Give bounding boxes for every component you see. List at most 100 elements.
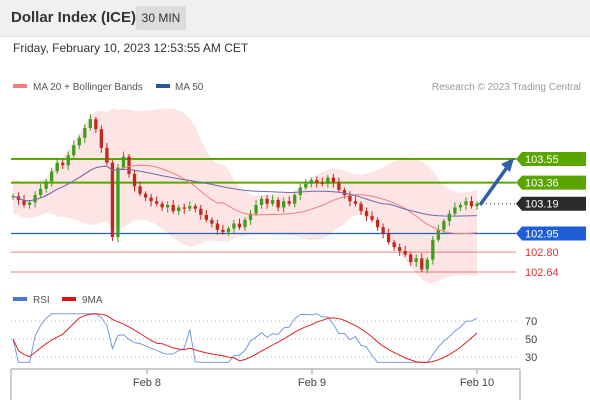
candle-body <box>72 145 76 156</box>
candle-body <box>304 183 308 188</box>
candle-body <box>475 203 479 207</box>
chart-header: Dollar Index (ICE) 30 MIN <box>0 0 590 37</box>
candle-body <box>237 223 242 228</box>
candle-body <box>166 204 170 208</box>
ma50-legend-swatch <box>156 84 170 88</box>
candle-body <box>436 229 440 240</box>
candle-body <box>143 193 148 198</box>
rsi-ma-line <box>12 313 478 363</box>
rsi-legend-swatch <box>13 297 27 301</box>
candle-body <box>110 162 115 238</box>
candle-body <box>132 173 137 187</box>
candle-body <box>431 239 435 260</box>
rsi-tick-label: 50 <box>525 334 537 346</box>
candle-body <box>381 227 385 234</box>
candle-body <box>160 203 164 208</box>
candle-body <box>154 201 159 204</box>
candle-body <box>138 186 142 194</box>
price-tag <box>516 226 586 241</box>
instrument-title: Dollar Index (ICE) <box>11 9 137 26</box>
candle-body <box>50 171 54 182</box>
candle-body <box>359 203 363 212</box>
price-plot: 103.55 103.36 103.19 102.95 102.80 102.64 <box>11 108 586 284</box>
candle-body <box>420 258 424 270</box>
x-axis: Feb 8 Feb 9 Feb 10 <box>133 369 494 389</box>
price-tag-label: 102.95 <box>525 229 559 241</box>
ma20-legend-label: MA 20 + Bollinger Bands <box>33 82 143 93</box>
candle-body <box>55 162 59 172</box>
candle-body <box>375 219 380 228</box>
candle-body <box>226 228 231 233</box>
candle-body <box>331 177 336 183</box>
candle-body <box>33 195 37 203</box>
candle-body <box>199 208 203 215</box>
candle-body <box>453 207 457 214</box>
candle-body <box>320 182 324 184</box>
rsi-ma-legend-swatch <box>62 297 76 301</box>
rsi-legend-label: RSI <box>33 295 50 306</box>
candle-body <box>232 223 236 229</box>
candle-body <box>149 197 153 202</box>
candle-body <box>464 201 468 205</box>
price-level-label: 102.80 <box>525 247 559 259</box>
candle-body <box>127 156 131 174</box>
candle-body <box>370 216 374 220</box>
candle-body <box>315 180 319 183</box>
candle-body <box>88 119 92 128</box>
candle-body <box>265 198 269 204</box>
candle-body <box>121 156 126 168</box>
candle-body <box>425 259 429 270</box>
x-axis-tick-label: Feb 9 <box>298 377 326 389</box>
candle-body <box>282 201 286 208</box>
rsi-tick-label: 30 <box>525 352 537 364</box>
candle-body <box>94 119 98 130</box>
candle-body <box>254 204 258 214</box>
ma20-legend-swatch <box>13 84 27 88</box>
candle-body <box>38 188 43 196</box>
projection-arrow-head <box>501 158 514 172</box>
candle-body <box>99 129 104 148</box>
candle-body <box>364 211 369 217</box>
candle-body <box>293 195 297 204</box>
candle-body <box>66 155 70 166</box>
candle-body <box>442 221 446 230</box>
x-axis-tick-label: Feb 8 <box>133 377 161 389</box>
bollinger-band <box>13 108 477 284</box>
timestamp: Friday, February 10, 2023 12:53:55 AM CE… <box>13 41 249 55</box>
candle-body <box>177 207 181 212</box>
candle-body <box>298 187 302 196</box>
rsi-ma-legend-label: 9MA <box>82 295 103 306</box>
candle-body <box>243 219 247 228</box>
candle-body <box>221 229 225 233</box>
price-tag <box>516 196 586 211</box>
credit-text: Research © 2023 Trading Central <box>432 82 581 93</box>
ma50-legend-label: MA 50 <box>175 82 204 93</box>
candle-body <box>171 204 175 212</box>
candle-body <box>353 201 358 204</box>
candle-body <box>188 206 192 209</box>
candle-body <box>116 167 120 238</box>
candle-body <box>398 247 402 251</box>
candle-body <box>259 198 264 205</box>
candle-body <box>287 201 291 204</box>
candle-body <box>403 250 407 255</box>
candle-body <box>77 137 81 146</box>
candle-body <box>337 182 341 191</box>
candle-body <box>105 147 109 163</box>
candle-body <box>248 213 253 220</box>
candle-body <box>44 181 48 189</box>
price-tag-label: 103.36 <box>525 178 559 190</box>
timeframe-badge[interactable]: 30 MIN <box>136 6 186 30</box>
price-level-label: 102.64 <box>525 267 559 279</box>
candle-body <box>210 219 214 224</box>
candle-body <box>83 127 87 138</box>
candle-body <box>309 180 313 184</box>
candle-body <box>414 258 418 263</box>
price-tag <box>516 175 586 190</box>
candle-body <box>215 223 220 230</box>
candle-body <box>342 190 347 196</box>
price-tag <box>516 152 586 166</box>
candle-body <box>27 202 32 205</box>
candle-body <box>276 199 280 208</box>
